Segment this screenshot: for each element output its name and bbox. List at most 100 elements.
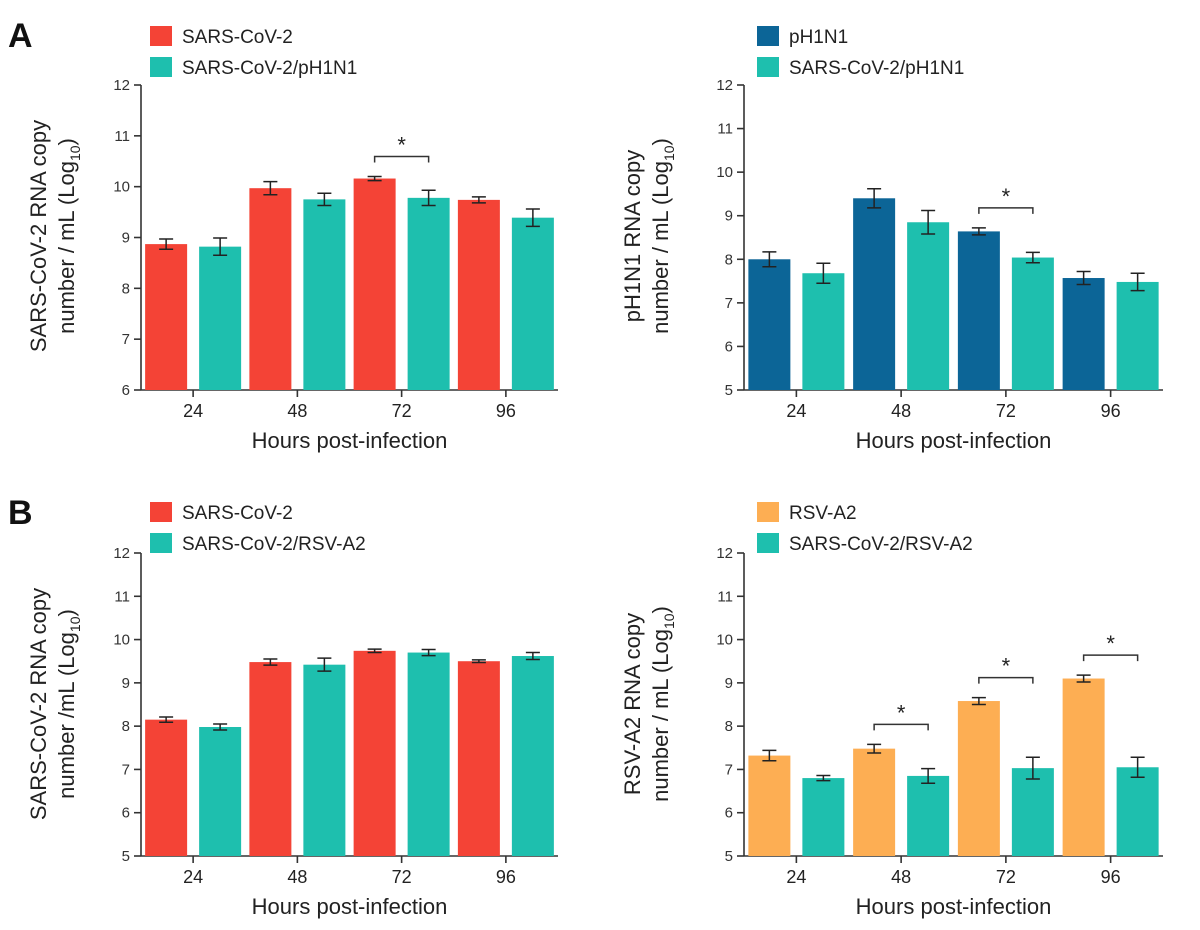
y-axis-title: SARS-CoV-2 RNA copy number / mL (Log10) (26, 120, 83, 352)
y-tick-label: 8 (122, 280, 130, 297)
legend-swatch (757, 502, 779, 522)
error-bar (816, 262, 831, 284)
error-bar (867, 187, 882, 209)
y-tick-label: 8 (725, 251, 733, 268)
y-axis-title: pH1N1 RNA copy number / mL (Log10) (620, 138, 677, 334)
error-bar (471, 196, 486, 204)
significance-bracket (978, 207, 1034, 214)
y-tick-label: 12 (113, 545, 130, 562)
y-tick-label: 11 (114, 128, 130, 145)
y-axis-title: RSV-A2 RNA copy number / mL (Log10) (620, 606, 677, 802)
chart-panel-1: A SARS-CoV-2 SARS-CoV-2/pH1N1 6 7 8 9 10 11 12 24 4… (8, 17, 558, 453)
x-tick-label: 48 (287, 867, 307, 887)
y-tick-label: 9 (122, 675, 130, 692)
error-bar (471, 659, 486, 664)
legend-label: pH1N1 (789, 27, 848, 48)
legend-swatch (150, 502, 172, 522)
x-tick-label: 96 (1101, 867, 1121, 887)
bar (353, 178, 396, 390)
y-tick-label: 5 (725, 382, 733, 399)
y-tick-label: 11 (114, 588, 130, 605)
x-tick-label: 72 (996, 867, 1016, 887)
bar (957, 231, 1000, 390)
bar (145, 719, 188, 856)
bar (907, 222, 950, 390)
legend-swatch (757, 57, 779, 77)
y-tick-label: 7 (725, 295, 733, 312)
y-tick-label: 10 (113, 632, 130, 649)
legend-label: SARS-CoV-2 (182, 27, 293, 48)
legend-label: SARS-CoV-2/pH1N1 (182, 58, 357, 79)
legend-swatch (757, 26, 779, 46)
error-bar (159, 238, 174, 250)
bar (1011, 257, 1054, 390)
error-bar (421, 189, 436, 207)
y-tick-label: 8 (725, 718, 733, 735)
legend-swatch (150, 26, 172, 46)
legend-label: SARS-CoV-2/RSV-A2 (182, 534, 366, 555)
y-axis-title-line2: number /mL (Log10) (54, 609, 83, 799)
error-bar (762, 251, 777, 268)
y-tick-label: 12 (716, 545, 733, 562)
error-bar (263, 658, 278, 666)
bar (1062, 678, 1105, 856)
y-tick-label: 5 (122, 848, 130, 865)
legend-label: SARS-CoV-2/pH1N1 (789, 58, 964, 79)
x-axis-title: Hours post-infection (252, 428, 448, 453)
y-tick-label: 7 (122, 761, 130, 778)
y-axis-title-line2: number / mL (Log10) (648, 138, 677, 334)
x-tick-label: 24 (183, 401, 203, 421)
error-bar (159, 716, 174, 723)
significance-bracket (1082, 654, 1139, 662)
bar (802, 273, 845, 390)
x-tick-label: 24 (183, 867, 203, 887)
bar (199, 727, 242, 856)
bar (748, 755, 791, 856)
error-bar (263, 180, 278, 196)
legend-label: SARS-CoV-2/RSV-A2 (789, 534, 973, 555)
legend-swatch (757, 533, 779, 553)
significance-marker: * (897, 700, 906, 725)
x-tick-label: 96 (496, 401, 516, 421)
bar (802, 778, 845, 856)
bar (457, 199, 500, 390)
y-tick-label: 8 (122, 718, 130, 735)
x-tick-label: 72 (392, 401, 412, 421)
x-tick-label: 48 (891, 401, 911, 421)
error-bar (762, 749, 777, 762)
error-bar (1076, 270, 1091, 286)
bar (249, 662, 292, 856)
legend-swatch (150, 57, 172, 77)
error-bar (213, 723, 228, 731)
x-tick-label: 24 (786, 867, 806, 887)
error-bar (525, 651, 540, 661)
error-bar (213, 237, 228, 257)
chart-panel-2: pH1N1 SARS-CoV-2/pH1N1 5 6 7 8 9 10 11 12 24 48 72 96… (620, 26, 1163, 453)
legend-label: SARS-CoV-2 (182, 503, 293, 524)
y-tick-label: 12 (113, 77, 130, 94)
y-tick-label: 11 (717, 588, 733, 605)
y-tick-label: 6 (122, 382, 130, 399)
y-tick-label: 9 (122, 230, 130, 247)
bar (353, 650, 396, 856)
bar (303, 664, 346, 856)
x-tick-label: 24 (786, 401, 806, 421)
significance-bracket (373, 155, 430, 163)
error-bar (921, 767, 936, 785)
y-tick-label: 7 (725, 761, 733, 778)
y-axis-title-line2: number / mL (Log10) (648, 606, 677, 802)
error-bar (867, 743, 882, 754)
y-tick-label: 11 (717, 121, 733, 138)
legend-label: RSV-A2 (789, 503, 857, 524)
bar (249, 188, 292, 390)
bar (907, 775, 950, 856)
y-tick-label: 9 (725, 675, 733, 692)
error-bar (1025, 251, 1040, 264)
y-tick-label: 6 (725, 805, 733, 822)
bar (1116, 767, 1159, 856)
error-bar (1076, 674, 1091, 683)
y-axis-title-line1: RSV-A2 RNA copy (620, 613, 645, 795)
error-bar (816, 774, 831, 782)
bar (1062, 278, 1105, 390)
significance-marker: * (1002, 184, 1011, 209)
